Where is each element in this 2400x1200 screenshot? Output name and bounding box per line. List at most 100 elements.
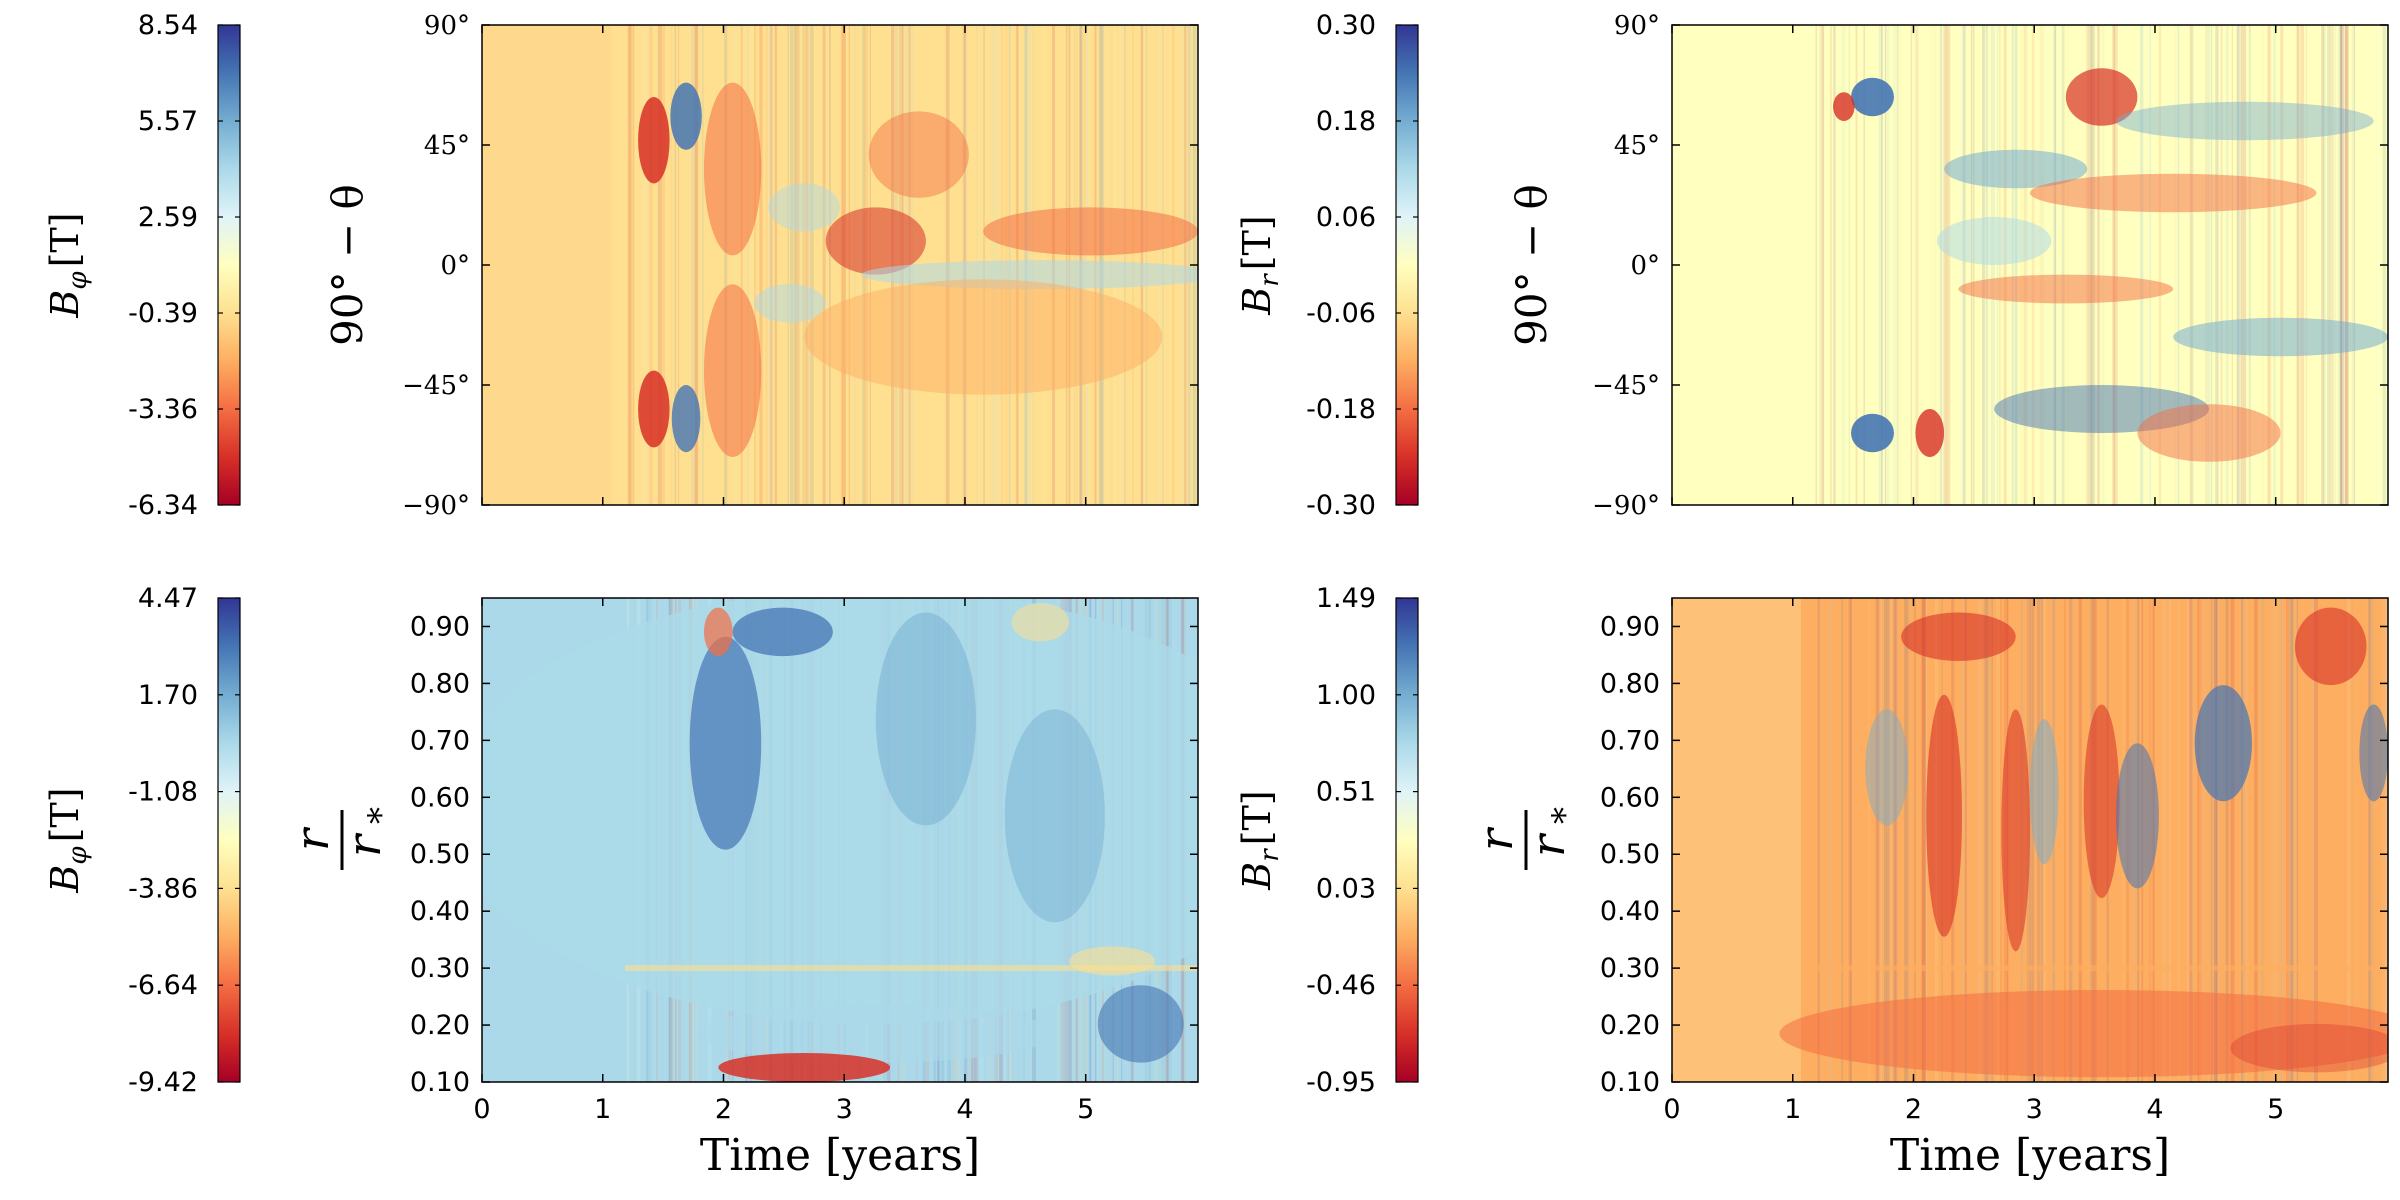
heatmap-feature [1958, 274, 2174, 304]
heatmap-streak [2043, 25, 2045, 505]
heatmap-feature [1097, 985, 1184, 1063]
heatmap-streak [2289, 25, 2293, 505]
heatmap-feature [2030, 173, 2317, 213]
heatmap-feature [2294, 607, 2367, 686]
heatmap-streak [1883, 598, 1886, 1082]
x-tick-label: 1 [1784, 1094, 1801, 1125]
heatmap-streak [1849, 598, 1852, 1082]
heatmap-streak [2083, 598, 2085, 1082]
heatmap-streak [2179, 25, 2183, 505]
heatmap-streak [2305, 25, 2308, 505]
heatmap-streak [628, 25, 632, 505]
heatmap-streak [2314, 598, 2318, 1082]
heatmap-streak [661, 25, 665, 505]
heatmap-streak [2077, 598, 2082, 1082]
y-tick-label: 0° [440, 251, 470, 281]
heatmap-feature [983, 207, 1198, 256]
heatmap-streak [2189, 25, 2194, 505]
colorbar-label: Bφ [T] [43, 787, 93, 893]
colorbar-tick-label: 0.03 [1316, 873, 1376, 904]
heatmap-streak [794, 25, 798, 505]
heatmap-streak [2025, 25, 2028, 505]
heatmap-feature [703, 284, 762, 457]
x-axis-label: Time [years] [700, 1130, 980, 1181]
heatmap-streak [1915, 25, 1919, 505]
colorbar-label: Br [T] [1235, 215, 1285, 315]
colorbar-gradient [217, 597, 241, 1083]
heatmap-streak [1990, 25, 1995, 505]
heatmap-field [482, 598, 1198, 1082]
colorbar-tick-label: 1.00 [1316, 680, 1376, 711]
colorbar-tick-label: -0.39 [128, 298, 198, 329]
colorbar-tick-label: -6.34 [128, 490, 198, 521]
colorbar-tick-label: -0.18 [1306, 394, 1376, 425]
x-tick-label: 5 [2267, 1094, 2284, 1125]
heatmap-streak [2340, 25, 2345, 505]
x-tick-label: 2 [715, 1094, 732, 1125]
heatmap-streak [2268, 25, 2272, 505]
heatmap-feature [754, 284, 826, 323]
panel-top-right: 0.30 0.18 0.06 -0.06 -0.18 -0.30 Br [T] 90° 45° 0°… [1235, 10, 2389, 521]
heatmap-streak [2260, 598, 2265, 1082]
colorbar-tick-label: -0.06 [1306, 298, 1376, 329]
heatmap-streak [630, 25, 634, 505]
heatmap-feature [825, 207, 926, 275]
heatmap-feature [703, 82, 762, 256]
heatmap-streak [2251, 598, 2253, 1082]
heatmap-streak [2297, 25, 2299, 505]
heatmap-streak [1188, 25, 1192, 505]
heatmap-streak [2236, 25, 2239, 505]
heatmap-streak [1893, 598, 1896, 1082]
colorbar-label-unit: [T] [43, 787, 87, 842]
heatmap-streak [2030, 25, 2033, 505]
colorbar-tick-label: 0.51 [1316, 777, 1376, 808]
heatmap-streak [1959, 25, 1964, 505]
heatmap-streak [2168, 598, 2171, 1082]
heatmap-streak [1914, 598, 1916, 1082]
heatmap-streak [1890, 598, 1894, 1082]
heatmap-streak [1865, 25, 1869, 505]
heatmap-streak [2197, 598, 2202, 1082]
heatmap-streak [2139, 25, 2144, 505]
heatmap-streak [2329, 25, 2334, 505]
heatmap-streak [1910, 25, 1913, 505]
heatmap-streak [694, 25, 699, 505]
heatmap-streak [2189, 598, 2193, 1082]
y-axis-label-numerator: r [285, 826, 339, 851]
heatmap-streak [2243, 598, 2246, 1082]
heatmap-streak [2158, 25, 2162, 505]
colorbar-label-unit: [T] [1235, 790, 1279, 845]
heatmap-streak [2239, 25, 2241, 505]
heatmap-streak [2043, 25, 2045, 505]
colorbar-tick-label: 0.18 [1316, 106, 1376, 137]
heatmap-streak [1877, 598, 1880, 1082]
heatmap-streak [787, 25, 789, 505]
y-tick-label: −45° [1592, 371, 1660, 401]
heatmap-streak [1961, 598, 1966, 1082]
heatmap-streak [2346, 598, 2351, 1082]
y-tick-label: 0.40 [1600, 896, 1660, 927]
heatmap-streak [2351, 598, 2353, 1082]
heatmap-streak [2313, 598, 2316, 1082]
heatmap-streak [1977, 598, 1982, 1082]
y-tick-label: 0.50 [1600, 839, 1660, 870]
heatmap-field [482, 25, 1198, 505]
heatmap-streak [1914, 598, 1917, 1082]
colorbar-label-subscript: φ [63, 271, 93, 290]
heatmap-streak [1907, 598, 1910, 1082]
heatmap-streak [1996, 25, 2000, 505]
heatmap-streak [1892, 598, 1895, 1082]
heatmap-streak [808, 25, 811, 505]
axes-frame [1671, 597, 2389, 1083]
y-axis-label-denominator-sub: * [361, 807, 401, 824]
heatmap-streak [2288, 598, 2293, 1082]
colorbar-tick-label: -6.64 [128, 970, 198, 1001]
heatmap-feature [1915, 409, 1945, 457]
heatmap-streak [1878, 25, 1883, 505]
x-tick-label: 5 [1077, 1094, 1094, 1125]
heatmap-streak [2368, 598, 2371, 1082]
heatmap-streak [2147, 25, 2150, 505]
heatmap-feature [482, 598, 1198, 1024]
heatmap-streak [770, 25, 773, 505]
heatmap-streak [1943, 25, 1946, 505]
